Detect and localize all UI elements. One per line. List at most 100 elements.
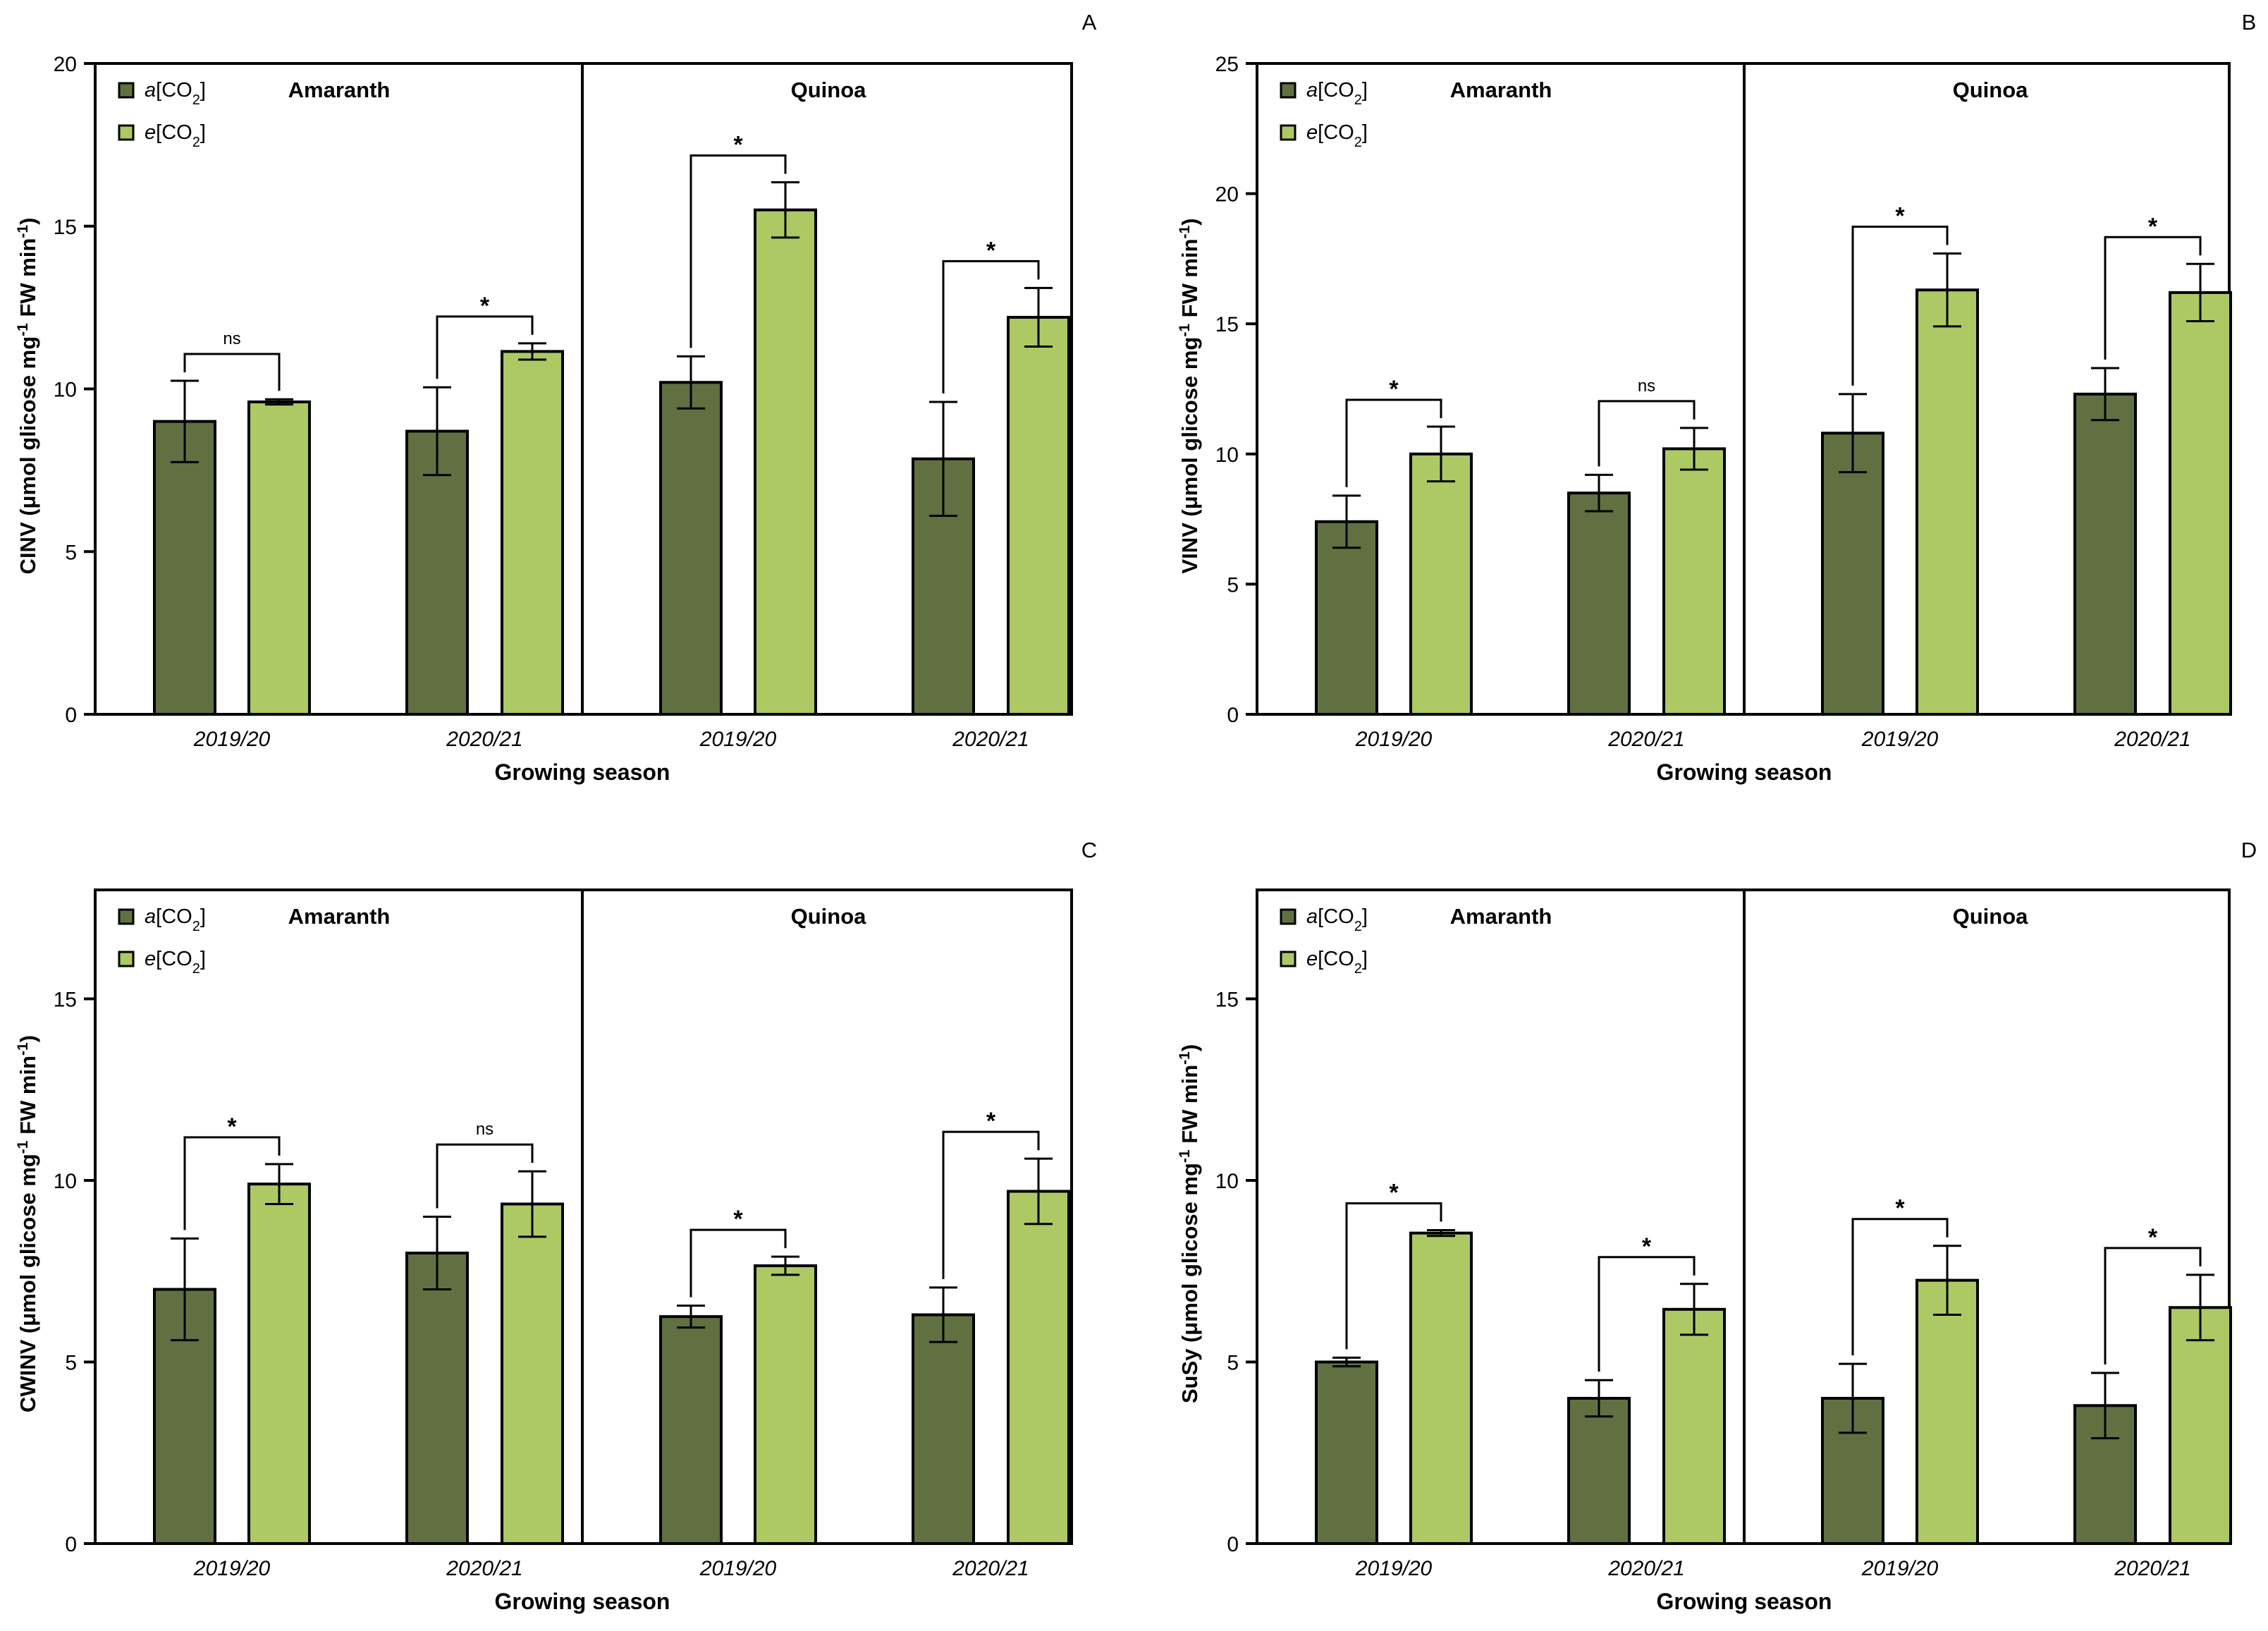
y-tick-label: 20 <box>1215 183 1239 207</box>
legend-swatch-ambient <box>1280 82 1297 99</box>
legend-label-elevated: e[CO2] <box>1306 948 1368 977</box>
bar-ambient <box>1567 1397 1631 1545</box>
significance-bracket <box>2104 1247 2202 1364</box>
y-tick-label: 0 <box>65 704 77 727</box>
bar-ambient <box>1821 432 1884 716</box>
bar-elevated <box>754 208 817 716</box>
bar-ambient <box>912 1313 975 1546</box>
y-axis-label: SuSy (μmol glicose mg-1 FW min-1) <box>1177 1044 1203 1403</box>
legend-label-elevated: e[CO2] <box>145 121 206 150</box>
x-tick-label: 2019/20 <box>699 728 777 751</box>
bar-ambient <box>659 381 723 716</box>
x-tick-label: 2020/21 <box>446 728 522 751</box>
significance-bracket <box>1345 398 1442 487</box>
significance-bracket <box>1598 1256 1696 1372</box>
y-tick-label: 25 <box>1215 53 1239 76</box>
x-tick-label: 2019/20 <box>193 1557 271 1580</box>
x-tick-label: 2020/21 <box>952 1557 1029 1580</box>
bar-elevated <box>1007 1190 1070 1545</box>
bar-elevated <box>1409 452 1473 716</box>
x-tick-label: 2019/20 <box>1355 728 1433 751</box>
species-label-quinoa: Quinoa <box>1953 904 2029 929</box>
y-tick-label: 5 <box>1227 1352 1239 1375</box>
species-label-amaranth: Amaranth <box>288 904 391 929</box>
bar-elevated <box>1007 315 1070 716</box>
bar-elevated <box>1662 447 1726 716</box>
species-label-amaranth: Amaranth <box>288 78 391 102</box>
y-tick-label: 5 <box>65 1352 77 1375</box>
panel-A: 0 5 10 15 20 CINV (μmol glicose mg-1 FW min-1… <box>15 53 1073 785</box>
legend-label-elevated: e[CO2] <box>1306 121 1368 150</box>
y-axis-label: CWINV (μmol glicose mg-1 FW min-1) <box>15 1035 41 1412</box>
panel-C: 0 5 10 15 CWINV (μmol glicose mg-1 FW min-1)… <box>15 888 1073 1614</box>
significance-bracket <box>2104 236 2202 360</box>
bar-ambient <box>1315 520 1378 716</box>
legend-label-ambient: a[CO2] <box>1306 79 1368 108</box>
y-tick-label: 20 <box>54 53 77 76</box>
x-axis-label: Growing season <box>495 759 670 785</box>
x-axis-label: Growing season <box>1657 759 1832 785</box>
bar-elevated <box>1915 1278 1979 1545</box>
x-tick-label: 2020/21 <box>1607 1557 1684 1580</box>
panel-letter: B <box>2242 10 2257 35</box>
species-label-amaranth: Amaranth <box>1450 904 1552 929</box>
significance-bracket <box>1851 1218 1949 1356</box>
bar-elevated <box>247 400 311 716</box>
significance-label: * <box>733 131 743 158</box>
significance-label: ns <box>476 1120 494 1139</box>
legend-swatch-elevated <box>118 124 135 141</box>
x-tick-label: 2020/21 <box>1607 728 1684 751</box>
legend-swatch-elevated <box>118 951 135 967</box>
significance-label: * <box>480 293 490 319</box>
legend-swatch-ambient <box>118 908 135 925</box>
legend-label-elevated: e[CO2] <box>145 948 206 977</box>
bar-ambient <box>153 420 216 716</box>
y-tick-label: 15 <box>54 989 77 1012</box>
x-axis-label: Growing season <box>495 1589 670 1614</box>
bar-elevated <box>247 1183 311 1546</box>
legend-label-ambient: a[CO2] <box>145 79 206 108</box>
x-tick-label: 2020/21 <box>446 1557 522 1580</box>
panel-letter: A <box>1082 10 1097 35</box>
significance-bracket <box>942 1130 1040 1279</box>
bar-ambient <box>659 1315 723 1545</box>
significance-bracket <box>689 1228 787 1297</box>
significance-label: * <box>227 1113 237 1140</box>
bar-elevated <box>1409 1231 1473 1546</box>
y-tick-label: 0 <box>1227 704 1239 727</box>
x-axis-label: Growing season <box>1657 1589 1832 1614</box>
significance-label: ns <box>223 329 240 348</box>
x-tick-label: 2020/21 <box>2114 728 2190 751</box>
significance-label: * <box>986 1108 996 1135</box>
significance-bracket <box>436 315 534 379</box>
significance-bracket <box>1851 226 1949 386</box>
x-tick-label: 2020/21 <box>2114 1557 2190 1580</box>
y-tick-label: 5 <box>1227 573 1239 597</box>
significance-label: * <box>1389 1180 1399 1207</box>
significance-label: * <box>2148 1224 2158 1251</box>
legend-swatch-elevated <box>1280 124 1297 141</box>
significance-label: ns <box>1638 377 1655 396</box>
species-label-quinoa: Quinoa <box>791 78 867 102</box>
significance-label: * <box>1642 1233 1652 1260</box>
bar-elevated <box>1662 1307 1726 1545</box>
legend-label-ambient: a[CO2] <box>1306 905 1368 934</box>
x-tick-label: 2019/20 <box>1861 1557 1939 1580</box>
legend-swatch-ambient <box>118 82 135 99</box>
panel-B: 0 5 10 15 20 25 VINV (μmol glicose mg-1 FW min… <box>1177 53 2232 785</box>
bar-elevated <box>501 1202 564 1545</box>
panel-D: 0 5 10 15 SuSy (μmol glicose mg-1 FW min-1) G… <box>1177 888 2232 1614</box>
bar-elevated <box>1915 288 1979 716</box>
bar-ambient <box>1315 1360 1378 1545</box>
legend-label-ambient: a[CO2] <box>145 905 206 934</box>
significance-bracket <box>689 154 787 348</box>
y-tick-label: 10 <box>1215 444 1239 467</box>
species-label-quinoa: Quinoa <box>1953 78 2029 102</box>
y-tick-label: 10 <box>54 1170 77 1193</box>
y-axis-label: VINV (μmol glicose mg-1 FW min-1) <box>1177 218 1203 573</box>
legend-swatch-ambient <box>1280 908 1297 925</box>
significance-bracket <box>1345 1202 1442 1350</box>
species-label-amaranth: Amaranth <box>1450 78 1552 102</box>
significance-label: * <box>733 1206 743 1233</box>
y-tick-label: 5 <box>65 541 77 564</box>
